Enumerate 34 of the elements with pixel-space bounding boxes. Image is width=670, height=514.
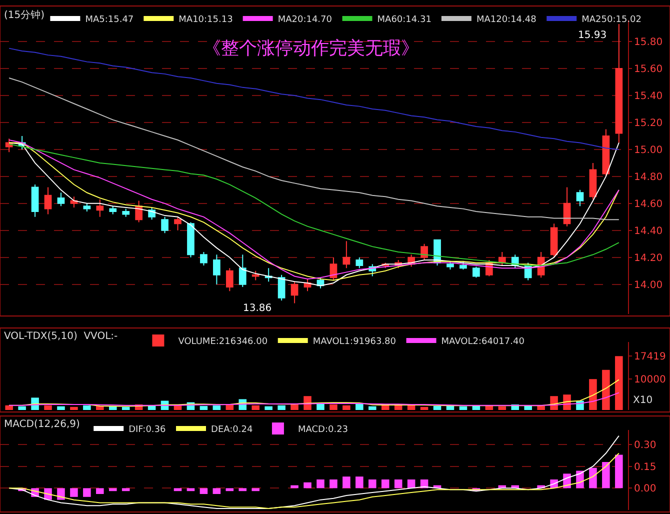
y-tick-label: 14.40: [634, 226, 663, 237]
legend-label: MA60:14.31: [377, 15, 432, 26]
annotation: 《整个涨停动作完美无瑕》: [203, 38, 419, 59]
y-tick-label: 15.60: [634, 64, 663, 76]
y-tick-label: 0.00: [634, 484, 656, 495]
y-tick-label: 14.20: [634, 252, 663, 264]
annotation: 15.93: [578, 30, 607, 41]
chart-title: MACD(12,26,9): [4, 419, 80, 430]
legend-label: VOLUME:216346.00: [178, 337, 268, 348]
legend-label: MA5:15.47: [85, 15, 134, 26]
y-tick-label: 15.20: [634, 118, 663, 129]
chart-title: (15分钟): [4, 9, 45, 21]
y-tick-label: 15.00: [634, 144, 663, 156]
legend-label: MA20:14.70: [278, 15, 332, 26]
y-tick-label: 0.15: [634, 462, 656, 473]
y-tick-label: 14.60: [634, 198, 663, 210]
y-tick-label: 14.00: [634, 280, 663, 291]
legend-label: MA120:14.48: [476, 15, 537, 26]
text: X10: [633, 395, 653, 406]
legend-label: MA10:15.13: [178, 15, 233, 26]
y-tick-label: 14.80: [634, 172, 663, 183]
y-tick-label: 15.80: [634, 37, 663, 48]
chart-title: VOL-TDX(5,10) VVOL:-: [4, 331, 118, 342]
y-tick-label: 10000: [634, 374, 666, 386]
y-tick-label: 15.40: [634, 91, 663, 102]
legend-label: MA250:15.02: [582, 15, 642, 26]
legend-label: MACD:0.23: [298, 425, 348, 436]
annotation: 13.86: [243, 303, 272, 314]
legend-label: MAVOL2:64017.40: [441, 337, 525, 348]
legend-label: DIF:0.36: [128, 425, 166, 436]
legend-label: MAVOL1:91963.80: [312, 337, 396, 348]
legend-label: DEA:0.24: [211, 425, 253, 436]
y-tick-label: 17419: [634, 352, 666, 363]
y-tick-label: 0.30: [634, 440, 656, 452]
